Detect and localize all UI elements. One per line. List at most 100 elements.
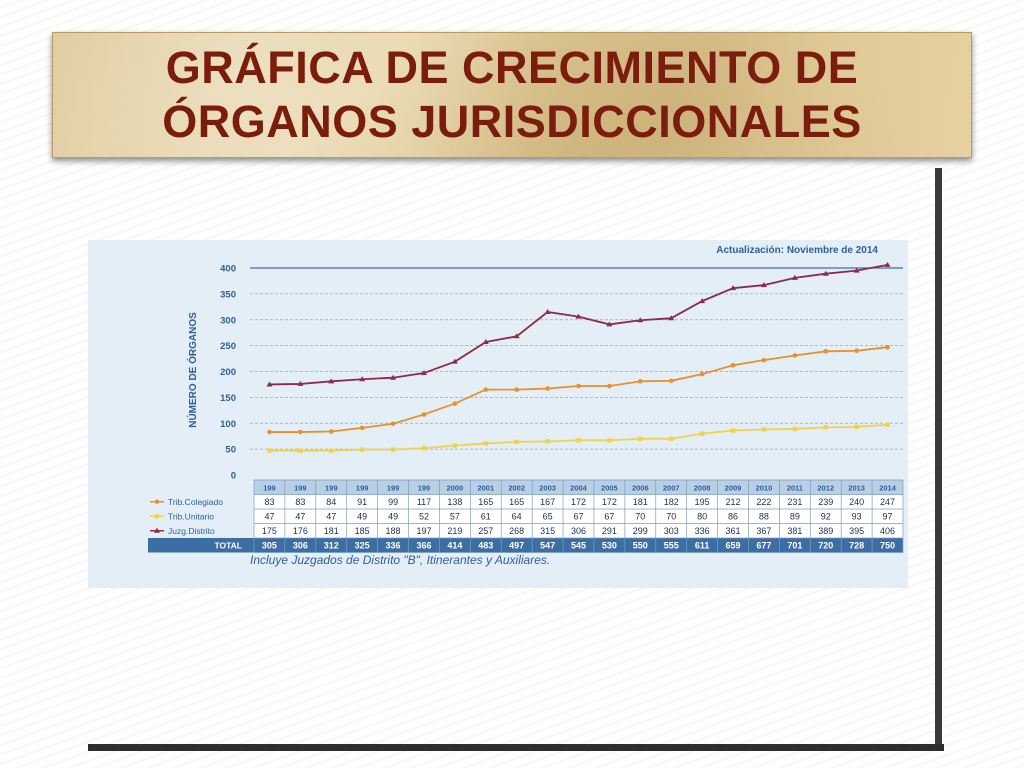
total-cell-value: 659 (726, 541, 741, 551)
data-point (576, 383, 581, 389)
table-cell-value: 91 (357, 497, 367, 507)
x-category-label: 2000 (447, 484, 464, 493)
legend-marker (154, 527, 160, 533)
table-cell-value: 247 (880, 497, 895, 507)
data-point (576, 438, 581, 443)
table-cell-value: 268 (509, 526, 524, 536)
table-cell-value: 315 (540, 526, 555, 536)
table-cell-value: 185 (355, 526, 370, 536)
table-cell-value: 67 (604, 512, 614, 522)
data-point (607, 438, 612, 443)
total-cell-value: 497 (509, 541, 524, 551)
data-point (483, 441, 488, 446)
table-cell-value: 67 (573, 512, 583, 522)
table-cell-value: 65 (543, 512, 553, 522)
data-point (730, 362, 736, 368)
series-line-juzg-distrito (269, 264, 888, 386)
table-cell-value: 80 (697, 512, 707, 522)
total-cell-value: 611 (695, 541, 710, 551)
table-cell-value: 175 (262, 526, 277, 536)
data-point (792, 353, 798, 358)
legend-marker (155, 514, 159, 519)
table-cell-value: 49 (357, 512, 367, 522)
table-cell-value: 176 (293, 526, 308, 536)
table-cell-value: 61 (481, 512, 491, 522)
data-point (792, 426, 798, 432)
data-point (267, 448, 272, 453)
total-cell-value: 677 (756, 541, 771, 551)
table-cell-value: 47 (264, 512, 274, 522)
table-cell-value: 88 (759, 512, 769, 522)
table-cell-value: 219 (447, 526, 462, 536)
data-point (669, 436, 674, 441)
data-point (853, 267, 860, 273)
table-cell-value: 181 (324, 526, 339, 536)
total-cell-value: 530 (602, 541, 617, 551)
x-category-label: 2001 (477, 484, 494, 493)
data-point (359, 425, 365, 431)
table-cell-value: 97 (883, 512, 893, 522)
x-category-label: 2002 (508, 484, 525, 493)
data-point (267, 429, 272, 435)
y-tick-label: 400 (220, 264, 236, 275)
data-point (699, 371, 705, 377)
frame-bottom-border (88, 744, 944, 751)
y-tick-label: 300 (220, 315, 236, 326)
data-point (638, 436, 643, 441)
table-header-row (254, 480, 903, 495)
data-point (761, 427, 767, 432)
x-category-label: 199 (325, 484, 338, 493)
data-point (791, 274, 798, 280)
x-category-label: 199 (294, 484, 307, 493)
total-cell-value: 547 (540, 541, 555, 551)
table-cell-value: 172 (571, 497, 586, 507)
data-point (545, 386, 550, 391)
data-point (607, 383, 612, 389)
x-category-label: 2003 (539, 484, 556, 493)
x-category-label: 2011 (787, 484, 803, 493)
x-category-label: 199 (387, 484, 400, 493)
data-point (328, 378, 335, 384)
data-point (359, 447, 365, 452)
table-cell-value: 70 (666, 512, 676, 522)
total-cell-value: 550 (633, 541, 648, 551)
x-category-label: 2007 (663, 484, 680, 493)
data-point (699, 431, 705, 436)
table-cell-value: 195 (695, 497, 710, 507)
data-point (297, 380, 304, 386)
table-cell-value: 83 (264, 497, 274, 507)
table-cell-value: 47 (326, 512, 336, 522)
total-cell-value: 414 (447, 541, 462, 551)
table-cell-value: 167 (540, 497, 555, 507)
table-cell-value: 57 (450, 512, 460, 522)
table-cell-value: 49 (388, 512, 398, 522)
x-category-label: 2004 (570, 484, 588, 493)
total-cell-value: 728 (849, 541, 864, 551)
data-point (514, 387, 519, 392)
table-cell-value: 239 (818, 497, 833, 507)
title-banner: GRÁFICA DE CRECIMIENTO DE ÓRGANOS JURISD… (52, 32, 972, 158)
series-line-trib-colegiado (269, 346, 888, 433)
x-category-label: 199 (418, 484, 431, 493)
slide-title-line-2: ÓRGANOS JURISDICCIONALES (162, 96, 862, 147)
y-tick-label: 250 (220, 341, 236, 352)
data-point (545, 439, 550, 444)
table-cell-value: 231 (787, 497, 802, 507)
total-cell-value: 720 (818, 541, 833, 551)
total-cell-value: 555 (664, 541, 679, 551)
y-tick-label: 50 (225, 445, 236, 456)
data-point (452, 443, 458, 448)
y-tick-label: 150 (220, 393, 236, 404)
table-cell-value: 381 (787, 526, 802, 536)
table-cell-value: 299 (633, 526, 648, 536)
x-category-label: 2013 (848, 484, 865, 493)
x-category-label: 2008 (694, 484, 711, 493)
data-point (298, 448, 303, 453)
x-category-label: 199 (263, 484, 276, 493)
growth-chart: Actualización: Noviembre de 2014 NÚMERO … (148, 245, 904, 567)
total-label: TOTAL (214, 541, 242, 551)
legend-label: Trib.Colegiado (168, 497, 223, 507)
x-category-label: 2005 (601, 484, 618, 493)
data-point (452, 401, 458, 406)
data-point (266, 381, 273, 387)
